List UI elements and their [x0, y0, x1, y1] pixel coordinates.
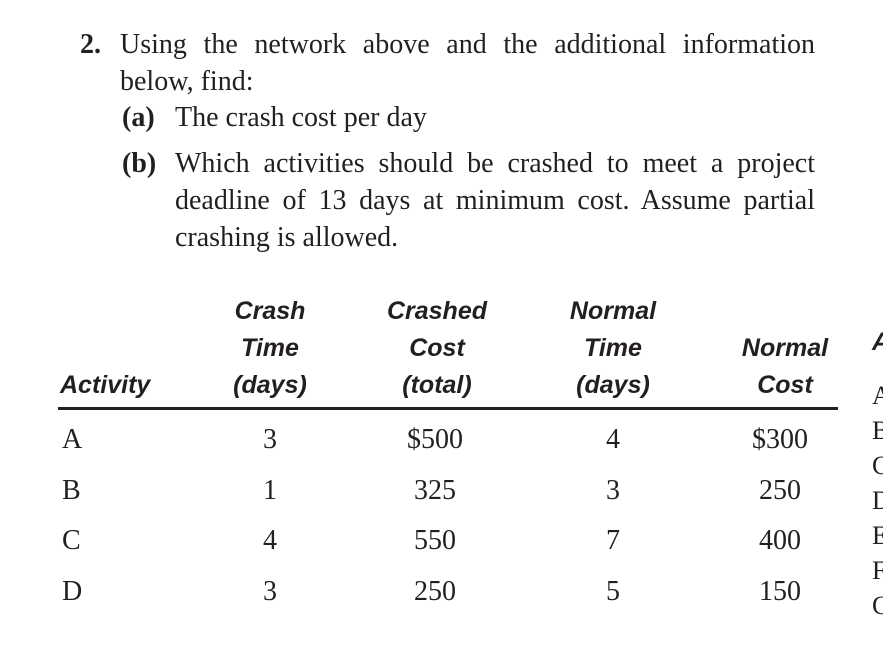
table-cell: C — [62, 525, 81, 556]
table-cell: A — [62, 424, 83, 455]
clipped-column: AABCDEFG — [866, 0, 883, 651]
part-line: deadline of 13 days at minimum cost. Ass… — [175, 185, 815, 216]
table-cell: 4 — [263, 525, 277, 556]
question-line: Using the network above and the addition… — [120, 29, 815, 60]
table-cell: 250 — [414, 575, 456, 607]
table-cell: 3 — [263, 424, 277, 455]
clipped-cell: A — [872, 381, 883, 410]
table-cell: 4 — [606, 424, 620, 455]
table-cell: 250 — [759, 474, 801, 506]
table-cell: $300 — [752, 424, 808, 455]
clipped-cell: B — [872, 416, 883, 445]
table-cell: B — [62, 474, 81, 506]
header-rule — [58, 407, 838, 410]
column-header: Cost — [757, 371, 813, 399]
clipped-cell: E — [872, 521, 883, 550]
clipped-cell: C — [872, 451, 883, 480]
column-header: Time — [584, 334, 642, 362]
table-cell: 3 — [263, 575, 277, 607]
clipped-cell: D — [872, 486, 883, 515]
column-header: Cost — [409, 334, 465, 362]
question-number: 2. — [80, 29, 101, 60]
table-cell: 5 — [606, 575, 620, 607]
column-header: Normal — [741, 334, 829, 362]
part-label: (a) — [122, 102, 155, 133]
column-header: Crashed — [386, 297, 488, 325]
table-cell: 400 — [759, 525, 801, 556]
column-header: (days) — [576, 371, 650, 399]
column-header: Normal — [569, 297, 657, 325]
table-cell: 550 — [414, 525, 456, 556]
clipped-cell: F — [872, 556, 883, 585]
question-line: below, find: — [120, 66, 254, 97]
column-header: Crash — [234, 297, 306, 325]
column-header: Time — [241, 334, 299, 362]
table-cell: 3 — [606, 474, 620, 506]
table-cell: 150 — [759, 575, 801, 607]
clipped-cell: G — [872, 591, 883, 620]
table-cell: 1 — [263, 474, 277, 506]
clipped-header: A — [872, 330, 883, 355]
part-line: The crash cost per day — [175, 102, 427, 133]
table-cell: $500 — [407, 424, 463, 455]
part-line: Which activities should be crashed to me… — [175, 148, 815, 179]
column-header: (total) — [402, 371, 472, 399]
part-line: crashing is allowed. — [175, 222, 399, 253]
table-cell: 7 — [606, 525, 620, 556]
table-cell: 325 — [414, 474, 456, 506]
table-cell: D — [62, 575, 83, 607]
column-header: (days) — [233, 371, 307, 399]
column-header: Activity — [60, 371, 151, 399]
part-label: (b) — [122, 148, 157, 179]
